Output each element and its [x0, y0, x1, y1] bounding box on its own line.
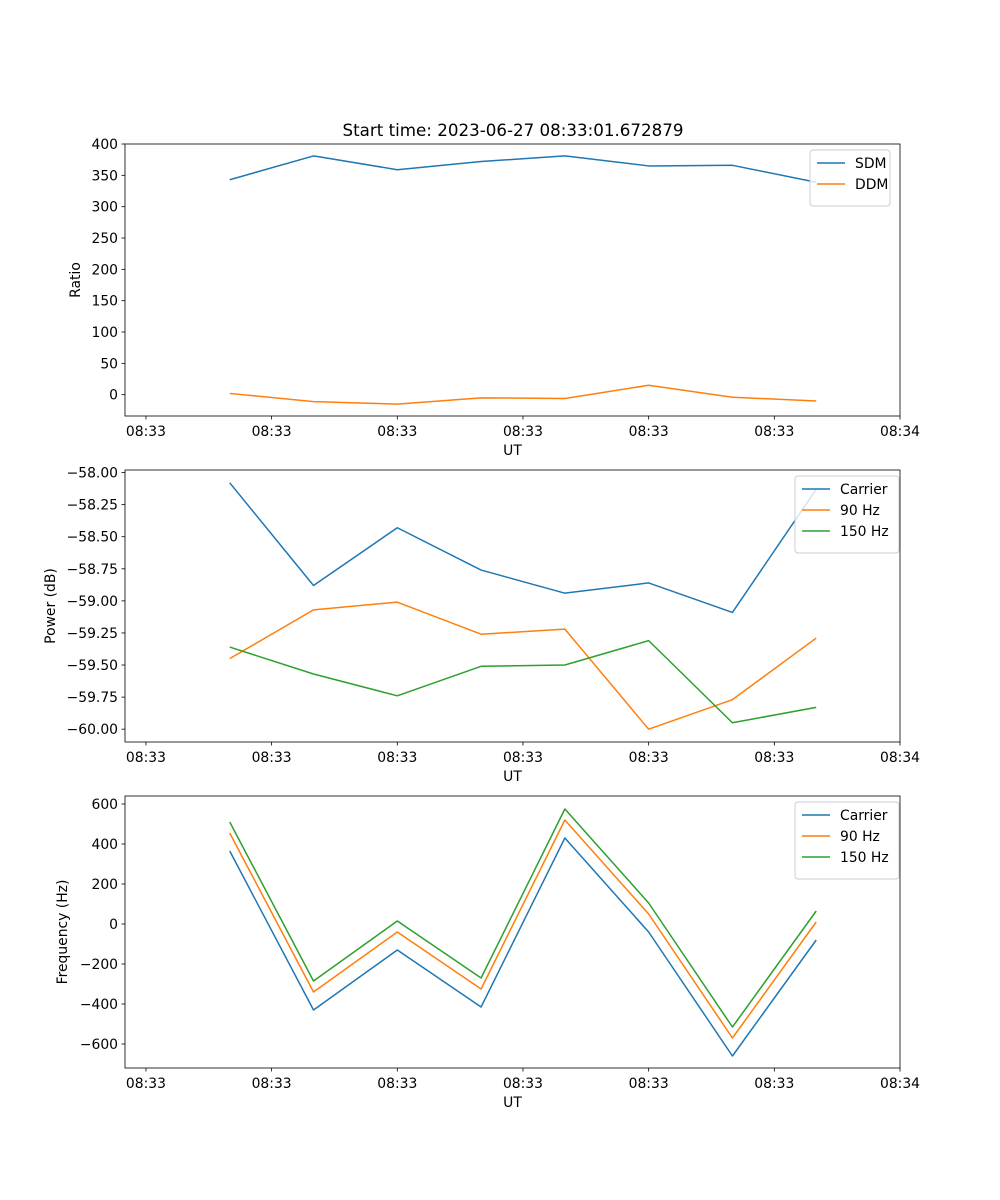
- y-tick-label: 0: [109, 917, 118, 933]
- y-tick-label: 50: [100, 356, 118, 372]
- x-axis-label: UT: [503, 443, 522, 459]
- y-tick-label: 250: [91, 231, 118, 247]
- y-tick-label: 200: [91, 877, 118, 893]
- legend-label: SDM: [855, 156, 887, 172]
- y-tick-label: 350: [91, 168, 118, 184]
- chart-panel-2: −60.00 −59.75 −59.50 −59.25 −59.00 −58.75 −58.…: [43, 466, 920, 785]
- x-tick-label: 08:33: [377, 424, 417, 440]
- series-line-90-hz: [229, 601, 817, 730]
- axes-frame: [124, 469, 901, 743]
- y-axis-label: Frequency (Hz): [55, 880, 71, 985]
- y-tick-label: 0: [109, 388, 118, 404]
- y-tick-label: −58.00: [67, 466, 118, 482]
- x-tick-label: 08:33: [126, 1076, 166, 1092]
- legend-label: DDM: [855, 177, 888, 193]
- y-axis-label: Ratio: [68, 262, 84, 298]
- series-line-150-hz: [229, 639, 817, 724]
- legend-label: 90 Hz: [840, 503, 880, 519]
- series-line-ddm: [229, 384, 817, 405]
- series-line-90-hz: [229, 819, 817, 1039]
- x-tick-label: 08:33: [754, 1076, 794, 1092]
- y-tick-label: −59.50: [67, 658, 118, 674]
- y-tick-label: 600: [91, 797, 118, 813]
- x-tick-label: 08:33: [629, 1076, 669, 1092]
- legend-box: [794, 475, 900, 554]
- y-tick-label: −200: [80, 957, 118, 973]
- series-line-sdm: [229, 155, 817, 183]
- y-tick-label: −400: [80, 997, 118, 1013]
- y-tick-label: 150: [91, 294, 118, 310]
- x-tick-label: 08:33: [754, 750, 794, 766]
- axes-frame: [124, 143, 901, 417]
- y-tick-label: −60.00: [67, 722, 118, 738]
- y-tick-label: 400: [91, 837, 118, 853]
- legend-box: [809, 149, 891, 207]
- y-axis-label: Power (dB): [43, 568, 59, 644]
- x-axis-label: UT: [503, 769, 522, 785]
- figure-title: Start time: 2023-06-27 08:33:01.672879: [343, 120, 684, 140]
- legend-label: 150 Hz: [840, 850, 889, 866]
- chart-panel-1: 0 50 100 150 200 250 300 350 400 08:33 08:33 08:33 0…: [68, 137, 920, 459]
- y-tick-label: 100: [91, 325, 118, 341]
- series-line-carrier: [229, 837, 817, 1057]
- legend: Carrier 90 Hz 150 Hz: [794, 801, 900, 880]
- x-tick-label: 08:33: [377, 1076, 417, 1092]
- x-tick-label: 08:34: [880, 1076, 920, 1092]
- y-tick-label: −600: [80, 1037, 118, 1053]
- x-tick-label: 08:33: [126, 750, 166, 766]
- series-line-carrier: [229, 482, 817, 614]
- legend: SDM DDM: [809, 149, 891, 207]
- x-tick-label: 08:33: [252, 750, 292, 766]
- y-tick-label: 200: [91, 262, 118, 278]
- x-tick-label: 08:33: [754, 424, 794, 440]
- legend: Carrier 90 Hz 150 Hz: [794, 475, 900, 554]
- legend-label: 150 Hz: [840, 524, 889, 540]
- y-tick-label: −58.50: [67, 530, 118, 546]
- axes-frame: [124, 795, 901, 1069]
- legend-label: 90 Hz: [840, 829, 880, 845]
- x-tick-label: 08:33: [252, 424, 292, 440]
- y-tick-label: −58.25: [67, 498, 118, 514]
- y-tick-label: −59.75: [67, 690, 118, 706]
- x-tick-label: 08:33: [503, 1076, 543, 1092]
- y-tick-label: −59.00: [67, 594, 118, 610]
- x-tick-label: 08:33: [252, 1076, 292, 1092]
- legend-label: Carrier: [840, 808, 888, 824]
- y-tick-label: −59.25: [67, 626, 118, 642]
- x-tick-label: 08:33: [126, 424, 166, 440]
- x-tick-label: 08:33: [503, 750, 543, 766]
- x-tick-label: 08:34: [880, 424, 920, 440]
- x-axis-label: UT: [503, 1095, 522, 1111]
- panels: 0 50 100 150 200 250 300 350 400 08:33 08:33 08:33 0…: [43, 137, 920, 1111]
- x-tick-label: 08:33: [629, 750, 669, 766]
- y-tick-label: −58.75: [67, 562, 118, 578]
- legend-label: Carrier: [840, 482, 888, 498]
- x-tick-label: 08:34: [880, 750, 920, 766]
- legend-box: [794, 801, 900, 880]
- y-tick-label: 400: [91, 137, 118, 153]
- x-tick-label: 08:33: [503, 424, 543, 440]
- x-tick-label: 08:33: [629, 424, 669, 440]
- y-tick-label: 300: [91, 200, 118, 216]
- chart-panel-3: −600 −400 −200 0 200 400 600 08:33 08:33 08:33 08:…: [55, 795, 920, 1111]
- series-line-150-hz: [229, 808, 817, 1028]
- x-tick-label: 08:33: [377, 750, 417, 766]
